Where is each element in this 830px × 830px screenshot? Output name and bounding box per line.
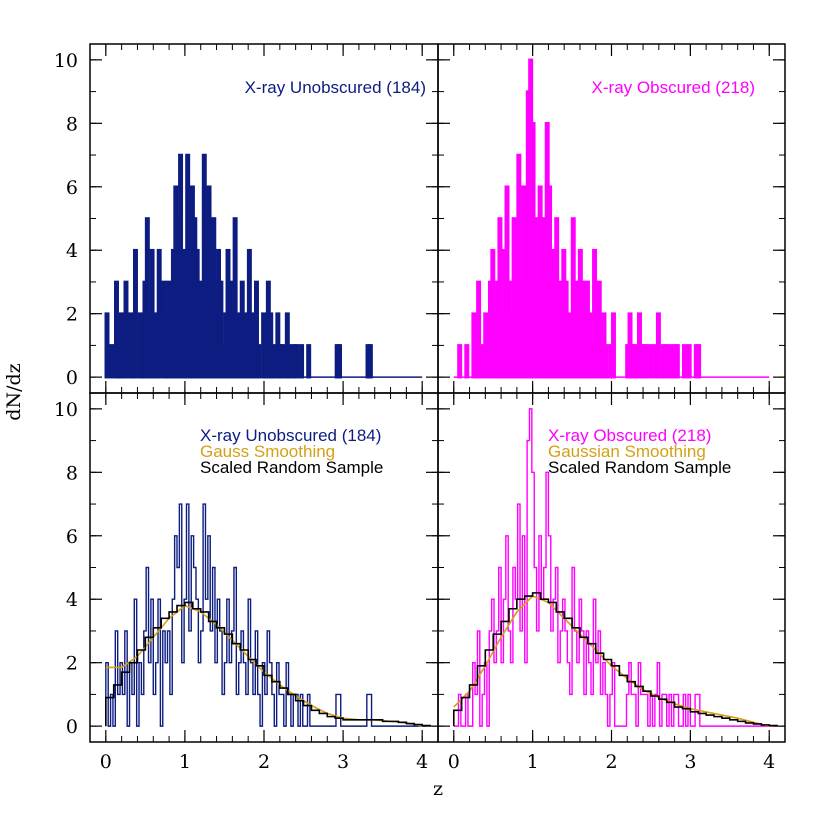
y-tick-label: 2 xyxy=(66,653,78,675)
histogram-bar xyxy=(457,344,463,379)
y-axis-title: dN/dz xyxy=(3,363,25,420)
y-tick-label: 10 xyxy=(54,399,78,421)
histogram-bar xyxy=(156,248,162,379)
plot-area xyxy=(104,153,423,379)
x-tick-label: 3 xyxy=(684,751,696,773)
plot-area xyxy=(453,58,770,379)
histogram-bar xyxy=(655,312,661,379)
x-tick-label: 2 xyxy=(258,751,270,773)
x-axis-title: z xyxy=(433,778,443,800)
histogram-bar xyxy=(104,312,110,379)
histogram-bar xyxy=(306,344,312,379)
histogram-bar xyxy=(674,344,680,379)
y-tick-label: 10 xyxy=(54,50,78,72)
histogram-bar xyxy=(610,312,616,379)
histogram-bar xyxy=(667,344,673,379)
histogram-bar xyxy=(287,344,293,379)
x-tick-label: 4 xyxy=(416,751,428,773)
plot-area xyxy=(452,408,778,727)
histogram-bar xyxy=(123,280,129,379)
y-tick-label: 6 xyxy=(66,526,78,548)
histogram-bar xyxy=(603,344,609,379)
y-tick-label: 0 xyxy=(66,367,78,389)
x-tick-label: 4 xyxy=(763,751,775,773)
histogram-bar xyxy=(681,344,687,379)
histogram-bar xyxy=(280,344,286,379)
x-tick-label: 2 xyxy=(605,751,617,773)
panel-bottom-right: 0 1 2 3 4 X-ray Obscured (218)Gaussian Smooth… xyxy=(437,392,786,773)
series-2 xyxy=(105,601,431,727)
y-tick-label: 4 xyxy=(66,589,78,611)
legend-entry: X-ray Obscured (218) xyxy=(548,426,711,445)
x-tick-label: 0 xyxy=(100,751,112,773)
histogram-bar xyxy=(337,344,343,379)
histogram-bar xyxy=(632,344,638,379)
histogram-bar xyxy=(256,344,262,379)
panel-top-left: 0 2 4 6 8 10 X-ray Unobscured (184) xyxy=(54,43,439,394)
plot-area xyxy=(105,503,431,727)
legend-entry: X-ray Unobscured (184) xyxy=(245,78,426,97)
legend-entry: X-ray Unobscured (184) xyxy=(200,426,381,445)
series-2 xyxy=(452,592,778,727)
legend-entry: Scaled Random Sample xyxy=(200,458,383,477)
series-0 xyxy=(105,503,427,727)
y-tick-label: 4 xyxy=(66,240,78,262)
histogram-bar xyxy=(294,344,300,379)
y-tick-label: 6 xyxy=(66,177,78,199)
histogram-bar xyxy=(132,248,138,379)
x-tick-label: 0 xyxy=(448,751,460,773)
histogram-bar xyxy=(644,344,650,379)
panel-bottom-left: 0 1 2 3 4 0 2 4 6 8 10 X-ray Unobscured (184)Gauss … xyxy=(54,392,439,773)
series-0 xyxy=(453,408,774,727)
panel-top-right: X-ray Obscured (218) xyxy=(437,43,786,394)
histogram-bar xyxy=(696,344,702,379)
histogram-bar xyxy=(270,344,276,379)
legend-entry: X-ray Obscured (218) xyxy=(592,78,755,97)
y-tick-label: 8 xyxy=(66,462,78,484)
histogram-bar xyxy=(299,344,305,379)
histogram-bar xyxy=(663,344,669,379)
histogram-bar xyxy=(686,344,692,379)
legend-entry: Gaussian Smoothing xyxy=(548,442,706,461)
histogram-bar xyxy=(464,344,470,379)
legend-entry: Scaled Random Sample xyxy=(548,458,731,477)
histogram-bar xyxy=(483,312,489,379)
x-tick-label: 3 xyxy=(337,751,349,773)
y-tick-label: 8 xyxy=(66,113,78,135)
legend-entry: Gauss Smoothing xyxy=(200,442,335,461)
y-tick-label: 2 xyxy=(66,304,78,326)
histogram-bar xyxy=(476,280,482,379)
histogram-bar xyxy=(648,344,654,379)
y-tick-label: 0 xyxy=(66,716,78,738)
histogram-bar xyxy=(109,344,115,379)
x-tick-label: 1 xyxy=(527,751,539,773)
histogram-bar xyxy=(367,344,373,379)
x-tick-label: 1 xyxy=(179,751,191,773)
